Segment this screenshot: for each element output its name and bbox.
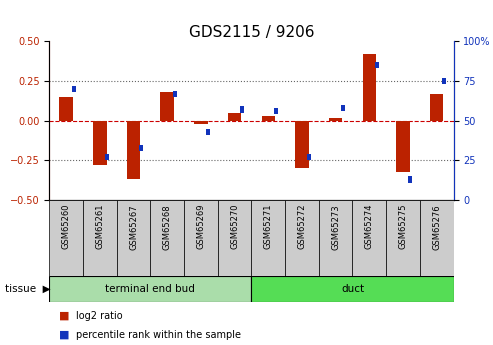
Bar [160,92,174,121]
Bar [59,97,73,121]
Text: GSM65267: GSM65267 [129,204,138,249]
Text: GSM65269: GSM65269 [196,204,206,249]
Bar [251,200,285,276]
Text: GSM65268: GSM65268 [163,204,172,249]
Text: tissue  ▶: tissue ▶ [5,284,51,294]
Text: GSM65270: GSM65270 [230,204,239,249]
Bar [71,86,75,92]
Bar [420,200,454,276]
Bar [184,200,218,276]
Text: GSM65261: GSM65261 [95,204,105,249]
Text: GSM65272: GSM65272 [297,204,307,249]
Text: GSM65274: GSM65274 [365,204,374,249]
Text: GSM65271: GSM65271 [264,204,273,249]
Bar [396,121,410,171]
Bar [295,121,309,168]
Bar [194,121,208,124]
Bar [206,129,211,135]
Text: log2 ratio: log2 ratio [76,311,123,321]
Bar [251,276,454,302]
Text: ■: ■ [59,330,70,339]
Bar [93,121,106,165]
Title: GDS2115 / 9206: GDS2115 / 9206 [189,25,314,40]
Text: percentile rank within the sample: percentile rank within the sample [76,330,242,339]
Bar [49,276,251,302]
Bar [83,200,117,276]
Bar [127,121,140,179]
Bar [319,200,352,276]
Text: duct: duct [341,284,364,294]
Bar [49,200,83,276]
Bar [240,107,244,113]
Bar [117,200,150,276]
Bar [362,54,376,121]
Bar [430,94,444,121]
Bar [139,145,143,151]
Bar [228,113,241,121]
Text: ■: ■ [59,311,70,321]
Bar [307,154,312,160]
Bar [261,116,275,121]
Text: GSM65275: GSM65275 [398,204,408,249]
Bar [442,78,446,84]
Text: GSM65276: GSM65276 [432,204,441,249]
Bar [352,200,386,276]
Bar [375,62,379,68]
Bar [341,105,345,111]
Bar [329,118,342,121]
Bar [173,91,176,97]
Text: GSM65260: GSM65260 [62,204,70,249]
Bar [218,200,251,276]
Text: GSM65273: GSM65273 [331,204,340,249]
Bar [285,200,319,276]
Bar [105,154,109,160]
Text: terminal end bud: terminal end bud [106,284,195,294]
Bar [408,176,413,183]
Bar [386,200,420,276]
Bar [150,200,184,276]
Bar [274,108,278,115]
